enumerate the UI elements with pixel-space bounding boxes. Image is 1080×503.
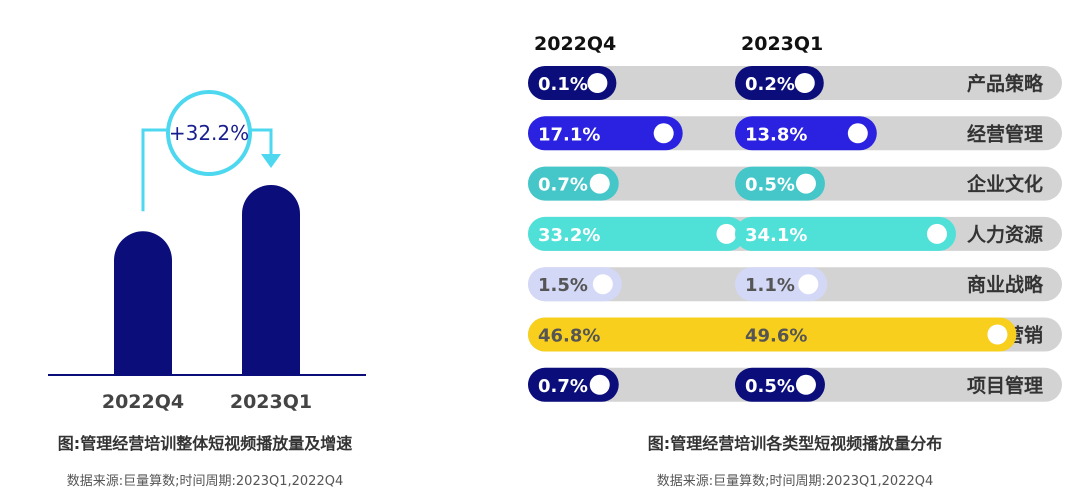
data-label: 0.7% (538, 175, 588, 196)
bar-2022Q4 (114, 231, 172, 375)
data-label: 0.5% (745, 376, 795, 397)
data-label: 49.6% (745, 326, 807, 347)
data-label: 17.1% (538, 124, 600, 145)
bar-2022Q4-人力资源 (528, 216, 746, 251)
bar-2023Q1 (242, 185, 300, 375)
growth-chart: 2022Q4 2023Q1 +32.2% (48, 90, 366, 413)
bar-end-dot (795, 173, 816, 194)
data-label: 13.8% (745, 124, 807, 145)
data-label: 1.5% (538, 275, 588, 296)
category-label: 企业文化 (966, 173, 1043, 196)
data-label: 1.1% (745, 275, 795, 296)
period-header: 2023Q1 (741, 33, 823, 55)
category-label: 产品策略 (967, 72, 1044, 95)
bar-2022Q4-经营管理 (528, 116, 683, 151)
bar-2023Q1-经营管理 (735, 116, 877, 151)
right-chart-title: 图:管理经营培训各类型短视频播放量分布 (648, 434, 942, 453)
category-label: 人力资源 (967, 223, 1043, 246)
bar-end-dot (587, 73, 608, 93)
data-label: 33.2% (538, 225, 600, 246)
growth-label: +32.2% (169, 121, 249, 145)
bar-end-dot (794, 73, 815, 93)
bar-2023Q1-人力资源 (735, 216, 956, 251)
bar-end-dot (926, 223, 947, 244)
data-label: 46.8% (538, 326, 600, 347)
bar-end-dot (653, 123, 674, 144)
category-label: 商业战略 (967, 273, 1044, 296)
bar-end-dot (798, 274, 819, 295)
bar-2023Q1-市场营销 (735, 317, 1017, 352)
data-label: 0.5% (745, 175, 795, 196)
data-label: 0.2% (745, 74, 795, 95)
bar-end-dot (589, 374, 610, 395)
bar-2022Q4-市场营销 (528, 317, 799, 352)
period-header: 2022Q4 (534, 33, 616, 55)
distribution-chart: 2022Q4 2023Q1 产品策略 0.1% 0.2% 经营管理 17.1% 13.8% 企业… (528, 33, 1062, 402)
growth-circle (166, 90, 252, 176)
left-chart-source: 数据来源:巨量算数;时间周期:2023Q1,2022Q4 (67, 474, 343, 489)
bar-end-dot (716, 223, 737, 244)
bar-end-dot (795, 374, 816, 395)
bar-end-dot (987, 324, 1008, 345)
bar-end-dot (847, 123, 868, 144)
bar-end-dot (589, 173, 610, 194)
growth-arrow-head (261, 154, 281, 168)
right-chart-source: 数据来源:巨量算数;时间周期:2023Q1,2022Q4 (657, 474, 933, 489)
bar-end-dot (592, 274, 613, 295)
category-label: 项目管理 (967, 374, 1043, 397)
x-tick-label: 2023Q1 (230, 391, 312, 413)
data-label: 0.7% (538, 376, 588, 397)
category-label: 经营管理 (967, 122, 1043, 145)
data-label: 0.1% (538, 74, 588, 95)
data-label: 34.1% (745, 225, 807, 246)
left-chart-title: 图:管理经营培训整体短视频播放量及增速 (58, 434, 352, 453)
x-tick-label: 2022Q4 (102, 391, 184, 413)
